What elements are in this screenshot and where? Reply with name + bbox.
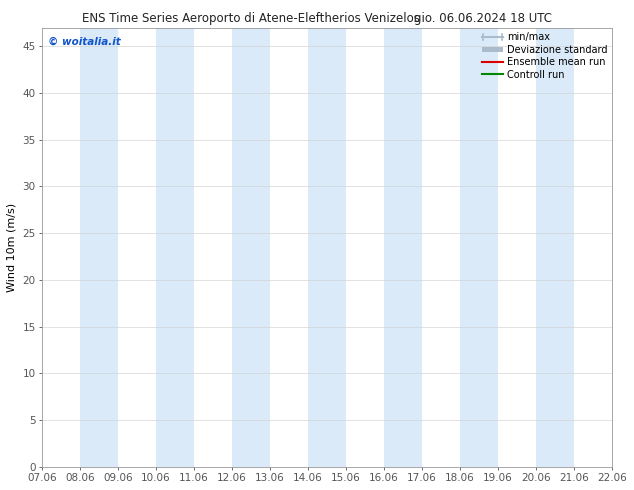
Y-axis label: Wind 10m (m/s): Wind 10m (m/s) [7, 202, 17, 292]
Bar [384, 27, 422, 467]
Text: © woitalia.it: © woitalia.it [48, 36, 120, 47]
Text: ENS Time Series Aeroporto di Atene-Eleftherios Venizelos: ENS Time Series Aeroporto di Atene-Eleft… [82, 12, 420, 25]
Bar [232, 27, 270, 467]
Bar [460, 27, 498, 467]
Bar [308, 27, 346, 467]
Bar [612, 27, 634, 467]
Bar [536, 27, 574, 467]
Text: gio. 06.06.2024 18 UTC: gio. 06.06.2024 18 UTC [413, 12, 552, 25]
Bar [80, 27, 118, 467]
Bar [156, 27, 194, 467]
Legend: min/max, Deviazione standard, Ensemble mean run, Controll run: min/max, Deviazione standard, Ensemble m… [479, 29, 611, 83]
